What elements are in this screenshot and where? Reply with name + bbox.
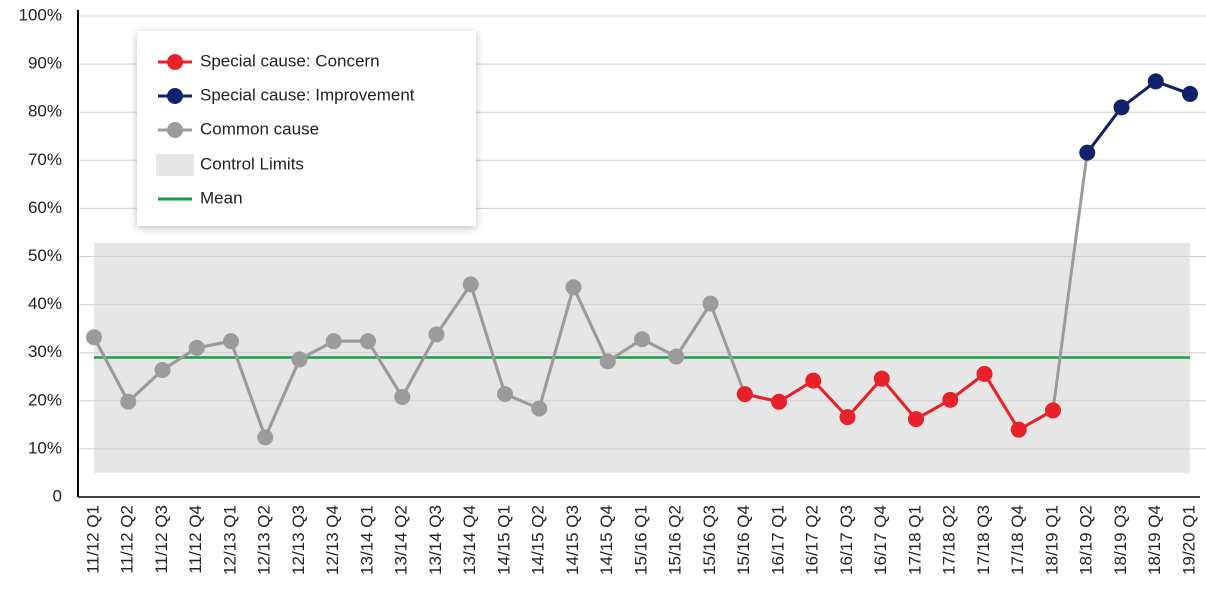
legend-box [137,31,476,226]
x-tick-label: 18/19 Q4 [1145,505,1164,575]
x-tick-label: 12/13 Q1 [220,505,239,575]
point [1010,421,1027,438]
y-tick-label: 10% [28,438,62,457]
point [839,409,856,426]
legend-marker [167,88,183,104]
x-tick-label: 11/12 Q2 [118,505,137,574]
x-tick-label: 14/15 Q1 [494,505,513,575]
x-tick-label: 15/16 Q4 [734,505,753,575]
point [668,348,685,365]
x-tick-label: 18/19 Q3 [1111,505,1130,575]
x-tick-label: 16/17 Q4 [871,505,890,575]
x-tick-label: 13/14 Q2 [392,505,411,575]
y-tick-label: 30% [28,342,62,361]
point [291,351,308,368]
x-tick-label: 16/17 Q2 [803,505,822,575]
point [565,279,582,296]
legend-label: Control Limits [200,154,304,173]
x-tick-label: 17/18 Q1 [905,505,924,575]
point [531,400,548,417]
point [1113,99,1130,116]
legend-label: Mean [200,188,243,207]
point [873,370,890,387]
x-tick-label: 14/15 Q3 [563,505,582,575]
x-tick-label: 15/16 Q3 [700,505,719,575]
point [394,388,411,405]
x-tick-label: 11/12 Q3 [152,505,171,574]
x-tick-label: 12/13 Q2 [255,505,274,575]
x-tick-label: 13/14 Q4 [460,505,479,575]
x-tick-label: 15/16 Q1 [631,505,650,575]
point [1147,73,1164,90]
point [805,372,822,389]
legend-label: Special cause: Improvement [200,85,415,104]
y-tick-label: 60% [28,198,62,217]
y-tick-label: 40% [28,294,62,313]
x-tick-label: 12/13 Q3 [289,505,308,575]
legend-marker [167,54,183,70]
y-tick-label: 20% [28,390,62,409]
point [188,339,205,356]
point [1045,402,1061,419]
x-tick-label: 16/17 Q3 [837,505,856,575]
y-tick-label: 90% [28,54,62,73]
point [599,353,616,370]
y-tick-label: 100% [19,5,62,24]
point [497,386,513,403]
y-tick-label: 50% [28,246,62,265]
legend-label: Special cause: Concern [200,51,380,70]
point [257,429,274,446]
point [702,295,719,312]
point [428,326,445,343]
x-tick-label: 11/12 Q4 [186,505,205,574]
legend-marker [167,122,183,138]
x-tick-label: 16/17 Q1 [768,505,787,575]
legend-swatch [156,154,194,176]
point [325,333,342,350]
x-tick-label: 13/14 Q1 [357,505,376,575]
legend-label: Common cause [200,119,319,138]
point [736,386,753,403]
point [120,393,137,410]
x-tick-label: 14/15 Q2 [529,505,548,575]
x-tick-label: 14/15 Q4 [597,505,616,575]
y-tick-label: 0 [53,486,62,505]
point [154,362,171,379]
x-tick-label: 11/12 Q1 [83,505,102,574]
x-tick-label: 13/14 Q3 [426,505,445,575]
point [634,331,650,348]
point [223,333,239,350]
x-tick-label: 17/18 Q3 [974,505,993,575]
point [462,276,479,293]
x-tick-label: 17/18 Q4 [1008,505,1027,575]
x-tick-label: 17/18 Q2 [940,505,959,575]
series-line [744,372,1054,432]
x-tick-label: 15/16 Q2 [666,505,685,575]
y-tick-label: 70% [28,150,62,169]
point [360,333,376,350]
x-tick-label: 12/13 Q4 [323,505,342,575]
point [942,391,959,408]
point [1079,144,1096,161]
point [1182,85,1198,102]
point [771,393,787,410]
series-line [1086,79,1191,154]
point [976,365,993,382]
legend: Special cause: Concern Special cause: Imp… [137,31,476,226]
x-tick-label: 18/19 Q2 [1077,505,1096,575]
x-tick-label: 19/20 Q1 [1179,505,1198,575]
x-tick-label: 18/19 Q1 [1042,505,1061,575]
point [86,329,102,346]
y-tick-label: 80% [28,102,62,121]
point [908,411,924,428]
